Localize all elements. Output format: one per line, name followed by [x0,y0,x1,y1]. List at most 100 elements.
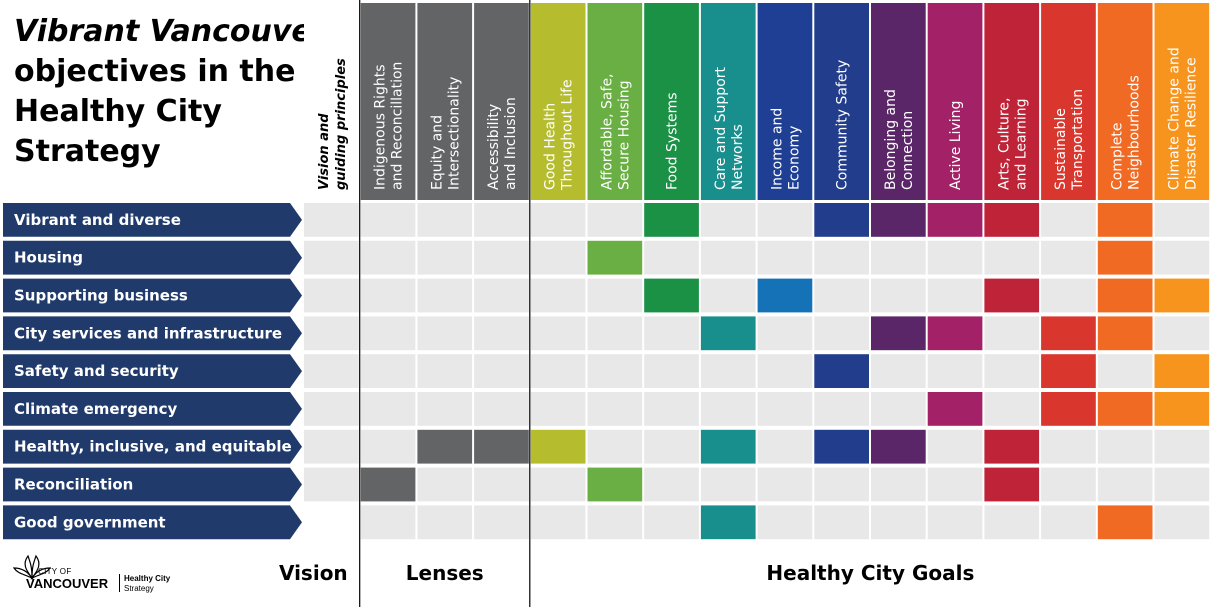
matrix-cell [984,278,1040,313]
matrix-cell [1154,278,1210,313]
row-label: Supporting business [14,287,188,305]
row-label-arrow [3,278,302,313]
matrix-cell [474,354,529,388]
matrix-cell [927,429,983,464]
title-rest: objectives in the Healthy City Strategy [14,54,296,169]
matrix-cell [757,278,813,313]
matrix-cell [644,429,699,464]
column-header-1 [360,3,416,200]
column-header-4 [530,3,586,200]
matrix-cell [644,240,699,275]
matrix-cell [871,316,926,351]
column-header-label: Indigenous Rights [373,65,389,191]
logo-city-of: CITY OF [38,567,72,576]
matrix-cell [587,203,643,237]
matrix-cell [1154,429,1210,464]
matrix-cell [530,505,586,540]
matrix-cell [304,203,359,237]
matrix-cell [304,505,359,540]
matrix-cell [1097,467,1153,502]
matrix-cell [984,316,1040,351]
matrix-cell [304,467,359,502]
matrix-cell [1041,505,1096,540]
matrix-cell [927,392,983,426]
matrix-cell [644,354,699,388]
matrix-cell [587,467,643,502]
column-header-6 [644,3,699,200]
matrix-cell [871,429,926,464]
matrix-cell [1154,354,1210,388]
flower-logo-icon [12,554,52,580]
matrix-cell [474,278,529,313]
matrix-cell [871,354,926,388]
matrix-cell [814,278,869,313]
matrix-cell [1097,429,1153,464]
row-label: City services and infrastructure [14,324,282,342]
matrix-cell [1097,392,1153,426]
matrix-cell [530,467,586,502]
matrix-cell [1097,203,1153,237]
logo-city-name: VANCOUVER [26,576,109,591]
matrix-cell [417,240,473,275]
matrix-cell [757,429,813,464]
matrix-cell [814,467,869,502]
matrix-cell [1041,278,1096,313]
matrix-cell [474,316,529,351]
matrix-cell [700,429,756,464]
matrix-cell [1041,240,1096,275]
column-header-3 [474,3,529,200]
matrix-cell [814,316,869,351]
row-label: Healthy, inclusive, and equitable [14,438,292,456]
matrix-cell [1154,316,1210,351]
matrix-cell [700,505,756,540]
matrix-cell [814,392,869,426]
matrix-cell [587,316,643,351]
matrix-cell [417,316,473,351]
column-header-label: Arts, Culture, [996,98,1012,190]
matrix-cell [587,278,643,313]
row-label-arrow [3,392,302,426]
matrix-cell [984,240,1040,275]
matrix-cell [927,203,983,237]
matrix-cell [871,467,926,502]
matrix-cell [474,203,529,237]
matrix-cell [814,203,869,237]
row-label-arrow [3,240,302,275]
matrix-cell [700,354,756,388]
column-header-11 [927,3,983,200]
matrix-cell [360,467,416,502]
matrix-cell [927,278,983,313]
column-header-label: Networks [730,124,746,190]
matrix-cell [927,505,983,540]
matrix-cell [927,354,983,388]
matrix-cell [530,354,586,388]
matrix-cell [1097,316,1153,351]
column-header-label: Accessibility [486,104,502,190]
column-header-label: Sustainable [1053,108,1069,190]
matrix-cell [700,278,756,313]
row-label-arrow [3,467,302,502]
chart-title: Vibrant Vancouver objectives in the Heal… [14,12,327,172]
column-header-15 [1154,3,1210,200]
row-label-arrow [3,429,302,464]
row-label-arrow [3,316,302,351]
matrix-cell [984,429,1040,464]
matrix-cell [474,392,529,426]
logo-strategy-line2: Strategy [124,584,154,593]
section-label-lenses: Lenses [406,561,484,585]
matrix-cell [360,354,416,388]
row-label: Housing [14,249,83,267]
column-header-label: Disaster Resilience [1183,57,1199,190]
matrix-cell [1154,392,1210,426]
matrix-cell [304,429,359,464]
matrix-cell [927,467,983,502]
matrix-cell [304,278,359,313]
matrix-cell [360,240,416,275]
row-label: Safety and security [14,362,179,380]
city-logo: CITY OF VANCOUVER Healthy City Strategy [12,552,212,596]
matrix-cell [530,429,586,464]
matrix-cell [587,392,643,426]
matrix-cell [1154,240,1210,275]
matrix-cell [700,316,756,351]
matrix-cell [1097,278,1153,313]
